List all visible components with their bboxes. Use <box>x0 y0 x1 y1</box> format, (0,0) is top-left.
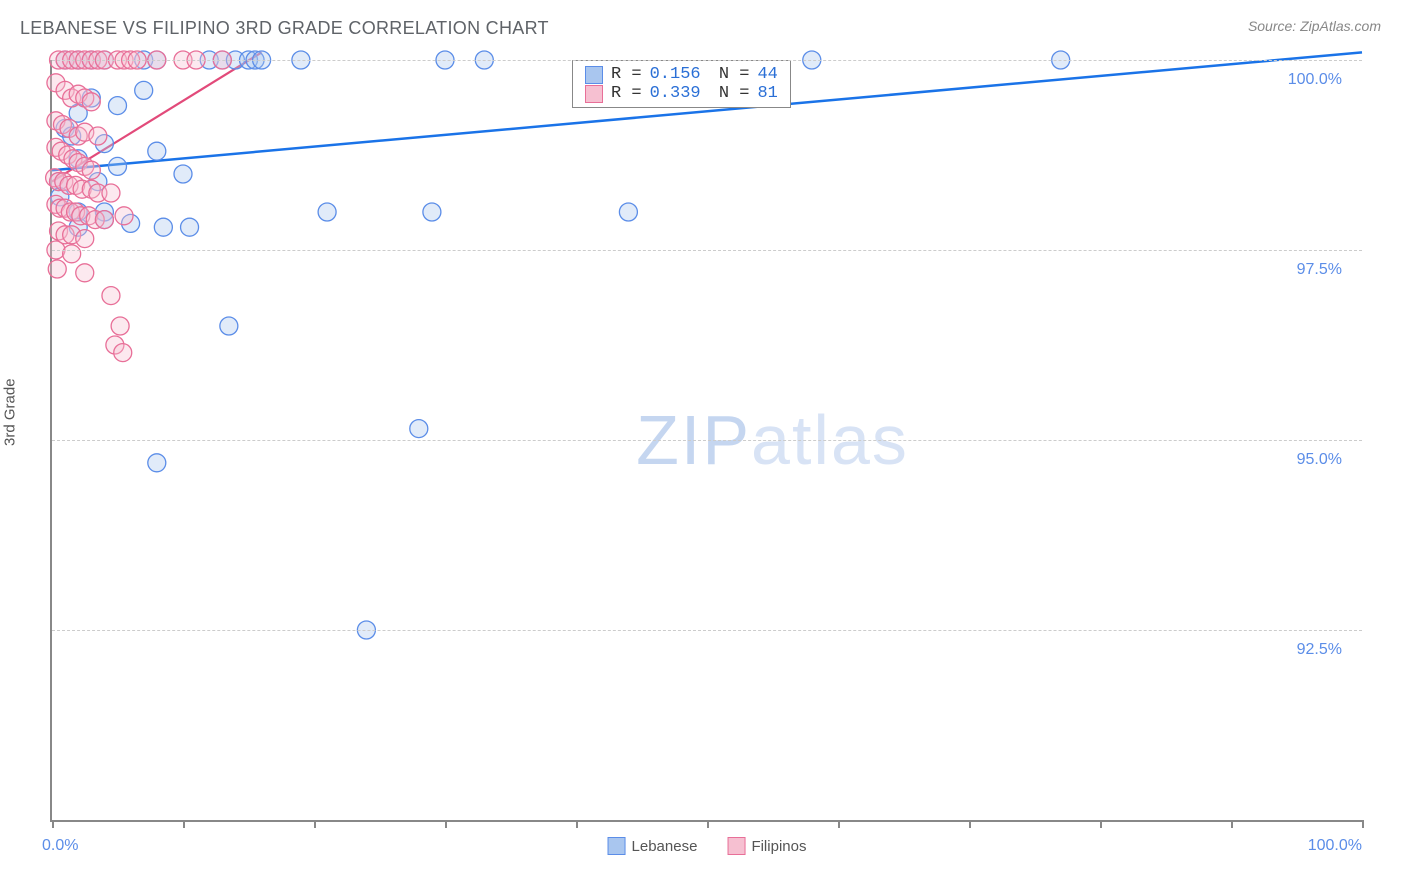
gridline-h <box>52 60 1362 61</box>
legend: Lebanese Filipinos <box>608 837 807 855</box>
x-tick <box>52 820 54 828</box>
data-point-filipinos <box>111 317 129 335</box>
x-tick <box>183 820 185 828</box>
x-axis-label-max: 100.0% <box>1308 837 1362 855</box>
stats-r-lebanese: 0.156 <box>650 65 701 84</box>
chart-title: LEBANESE VS FILIPINO 3RD GRADE CORRELATI… <box>20 18 549 39</box>
data-point-lebanese <box>148 454 166 472</box>
data-point-lebanese <box>154 218 172 236</box>
y-tick-label: 100.0% <box>1288 71 1342 89</box>
y-tick-label: 92.5% <box>1297 641 1342 659</box>
swatch-lebanese <box>585 66 603 84</box>
data-point-lebanese <box>135 81 153 99</box>
data-point-lebanese <box>423 203 441 221</box>
x-tick <box>1362 820 1364 828</box>
stats-row-lebanese: R = 0.156 N = 44 <box>585 65 778 84</box>
data-point-filipinos <box>102 184 120 202</box>
data-point-filipinos <box>115 207 133 225</box>
legend-item-lebanese: Lebanese <box>608 837 698 855</box>
legend-swatch-lebanese <box>608 837 626 855</box>
data-point-filipinos <box>89 127 107 145</box>
stats-r-label: R = <box>611 65 642 84</box>
data-point-lebanese <box>220 317 238 335</box>
data-point-filipinos <box>76 264 94 282</box>
x-axis-label-min: 0.0% <box>42 837 78 855</box>
stats-n-label: N = <box>709 84 750 103</box>
data-point-lebanese <box>148 142 166 160</box>
gridline-h <box>52 630 1362 631</box>
legend-label-filipinos: Filipinos <box>751 838 806 855</box>
stats-r-filipinos: 0.339 <box>650 84 701 103</box>
correlation-stats-box: R = 0.156 N = 44 R = 0.339 N = 81 <box>572 60 791 108</box>
x-tick <box>969 820 971 828</box>
data-point-lebanese <box>318 203 336 221</box>
legend-swatch-filipinos <box>727 837 745 855</box>
y-axis-title: 3rd Grade <box>2 378 19 446</box>
data-point-lebanese <box>410 420 428 438</box>
chart-container: LEBANESE VS FILIPINO 3RD GRADE CORRELATI… <box>0 0 1406 892</box>
legend-item-filipinos: Filipinos <box>727 837 806 855</box>
data-point-filipinos <box>76 230 94 248</box>
data-point-filipinos <box>48 260 66 278</box>
stats-row-filipinos: R = 0.339 N = 81 <box>585 84 778 103</box>
data-point-filipinos <box>95 211 113 229</box>
y-tick-label: 95.0% <box>1297 451 1342 469</box>
swatch-filipinos <box>585 85 603 103</box>
data-point-lebanese <box>109 157 127 175</box>
stats-n-lebanese: 44 <box>757 65 777 84</box>
data-point-filipinos <box>82 93 100 111</box>
gridline-h <box>52 250 1362 251</box>
data-point-lebanese <box>109 97 127 115</box>
x-tick <box>1100 820 1102 828</box>
x-tick <box>707 820 709 828</box>
data-point-filipinos <box>102 287 120 305</box>
data-point-filipinos <box>82 161 100 179</box>
x-tick <box>576 820 578 828</box>
legend-label-lebanese: Lebanese <box>632 838 698 855</box>
source-attribution: Source: ZipAtlas.com <box>1248 18 1381 34</box>
data-point-lebanese <box>174 165 192 183</box>
x-tick <box>314 820 316 828</box>
x-tick <box>838 820 840 828</box>
gridline-h <box>52 440 1362 441</box>
data-point-lebanese <box>181 218 199 236</box>
plot-area: ZIPatlas R = 0.156 N = 44 R = 0.339 N = … <box>50 60 1362 822</box>
stats-n-filipinos: 81 <box>757 84 777 103</box>
stats-n-label: N = <box>709 65 750 84</box>
data-point-filipinos <box>63 245 81 263</box>
x-tick <box>445 820 447 828</box>
data-point-filipinos <box>114 344 132 362</box>
stats-r-label: R = <box>611 84 642 103</box>
x-tick <box>1231 820 1233 828</box>
y-tick-label: 97.5% <box>1297 261 1342 279</box>
data-point-lebanese <box>619 203 637 221</box>
